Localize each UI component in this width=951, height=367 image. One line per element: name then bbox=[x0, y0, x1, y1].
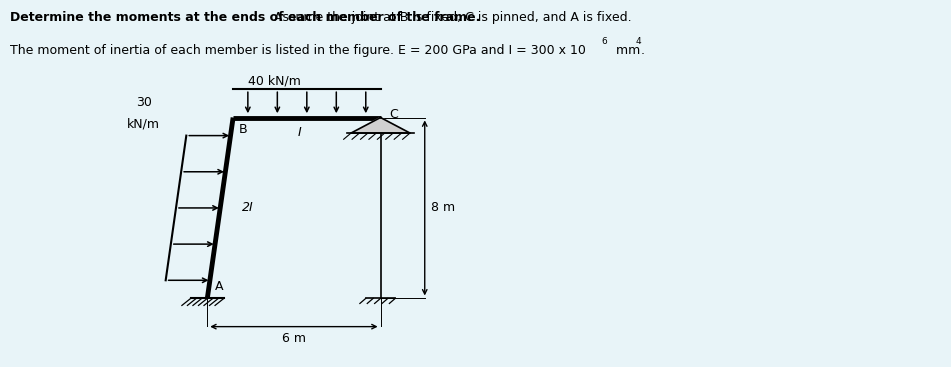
Text: The moment of inertia of each member is listed in the figure. E = 200 GPa and I : The moment of inertia of each member is … bbox=[10, 44, 586, 57]
Polygon shape bbox=[351, 117, 410, 133]
Text: .: . bbox=[641, 44, 645, 57]
Text: mm: mm bbox=[612, 44, 641, 57]
Text: 40 kN/m: 40 kN/m bbox=[248, 75, 301, 88]
Text: I: I bbox=[298, 126, 301, 139]
Text: 6: 6 bbox=[601, 37, 607, 46]
Text: A: A bbox=[215, 280, 223, 293]
Text: 8 m: 8 m bbox=[431, 201, 455, 214]
Text: 30: 30 bbox=[136, 96, 151, 109]
Text: 2I: 2I bbox=[242, 201, 254, 214]
Text: kN/m: kN/m bbox=[127, 117, 160, 131]
Text: 4: 4 bbox=[635, 37, 641, 46]
Text: 6 m: 6 m bbox=[281, 332, 306, 345]
Text: B: B bbox=[239, 123, 247, 136]
Text: Determine the moments at the ends of each member of the frame.: Determine the moments at the ends of eac… bbox=[10, 11, 480, 24]
Text: C: C bbox=[389, 108, 398, 121]
Text: Assume the joint at B is fixed, C is pinned, and A is fixed.: Assume the joint at B is fixed, C is pin… bbox=[10, 11, 631, 24]
